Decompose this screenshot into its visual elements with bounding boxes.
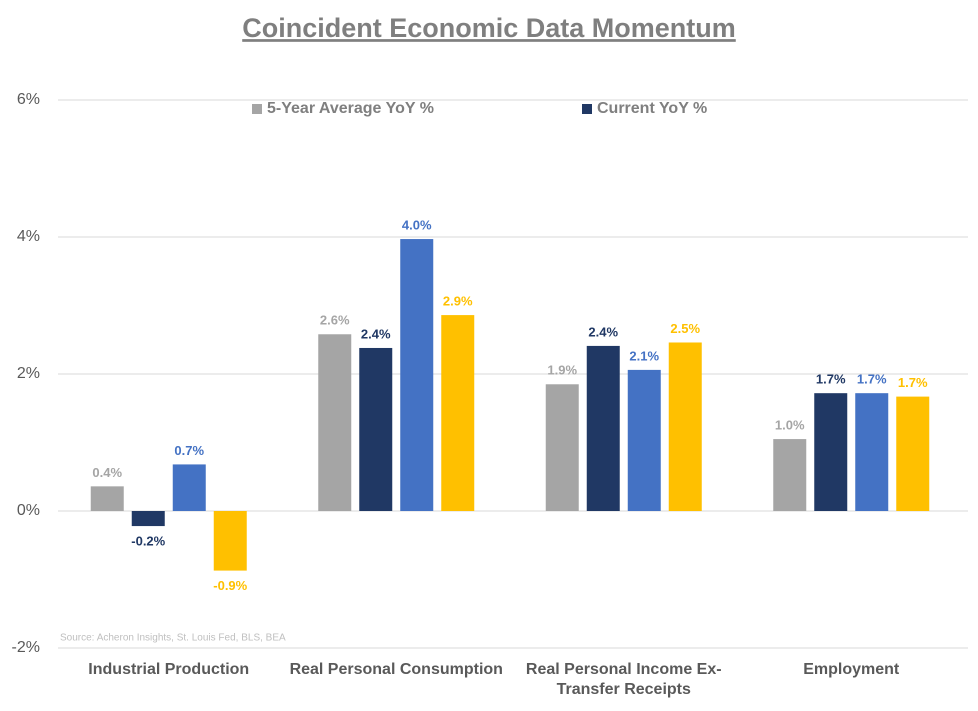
- y-tick-label: 0%: [17, 502, 40, 519]
- bar: [400, 239, 434, 511]
- value-label: 2.4%: [361, 326, 391, 341]
- bar: [814, 393, 848, 511]
- bar: [586, 345, 620, 511]
- value-label: 1.7%: [898, 375, 928, 390]
- bar: [855, 393, 889, 511]
- value-label: 0.7%: [174, 443, 204, 458]
- value-label: 2.9%: [443, 294, 473, 309]
- bar: [668, 342, 702, 511]
- x-tick-label: Real Personal Income Ex-Transfer Receipt…: [525, 661, 722, 698]
- legend-label: 5-Year Average YoY %: [267, 100, 434, 117]
- value-label: -0.2%: [131, 534, 165, 549]
- bar: [359, 347, 393, 511]
- y-tick-label: 2%: [17, 365, 40, 382]
- bar: [627, 369, 661, 511]
- bar: [213, 511, 247, 571]
- x-tick-label: Industrial Production: [88, 661, 250, 678]
- bar: [172, 464, 206, 511]
- bar: [896, 396, 930, 511]
- value-label: 1.7%: [816, 372, 846, 387]
- value-label: 2.6%: [320, 313, 350, 328]
- value-label: 2.1%: [629, 348, 659, 363]
- y-tick-label: 4%: [17, 228, 40, 245]
- bar: [441, 315, 475, 511]
- value-label: 1.7%: [857, 372, 887, 387]
- x-tick-label: Employment: [803, 661, 900, 678]
- value-label: 2.4%: [588, 324, 618, 339]
- bar: [131, 511, 165, 527]
- legend-swatch: [582, 104, 592, 114]
- value-label: 0.4%: [92, 465, 122, 480]
- x-tick-label: Real Personal Consumption: [289, 661, 503, 678]
- legend-swatch: [252, 104, 262, 114]
- y-tick-label: -2%: [12, 639, 40, 656]
- value-label: 1.0%: [775, 418, 805, 433]
- value-label: 1.9%: [547, 363, 577, 378]
- source-note: Source: Acheron Insights, St. Louis Fed,…: [60, 633, 286, 644]
- value-label: 4.0%: [402, 217, 432, 232]
- bar: [773, 439, 807, 511]
- legend-label: Current YoY %: [597, 100, 707, 117]
- bar: [90, 486, 124, 511]
- value-label: -0.9%: [213, 578, 247, 593]
- bar: [318, 334, 352, 511]
- y-tick-label: 6%: [17, 91, 40, 108]
- value-label: 2.5%: [670, 321, 700, 336]
- chart-title: Coincident Economic Data Momentum: [242, 13, 736, 43]
- bar: [545, 384, 579, 511]
